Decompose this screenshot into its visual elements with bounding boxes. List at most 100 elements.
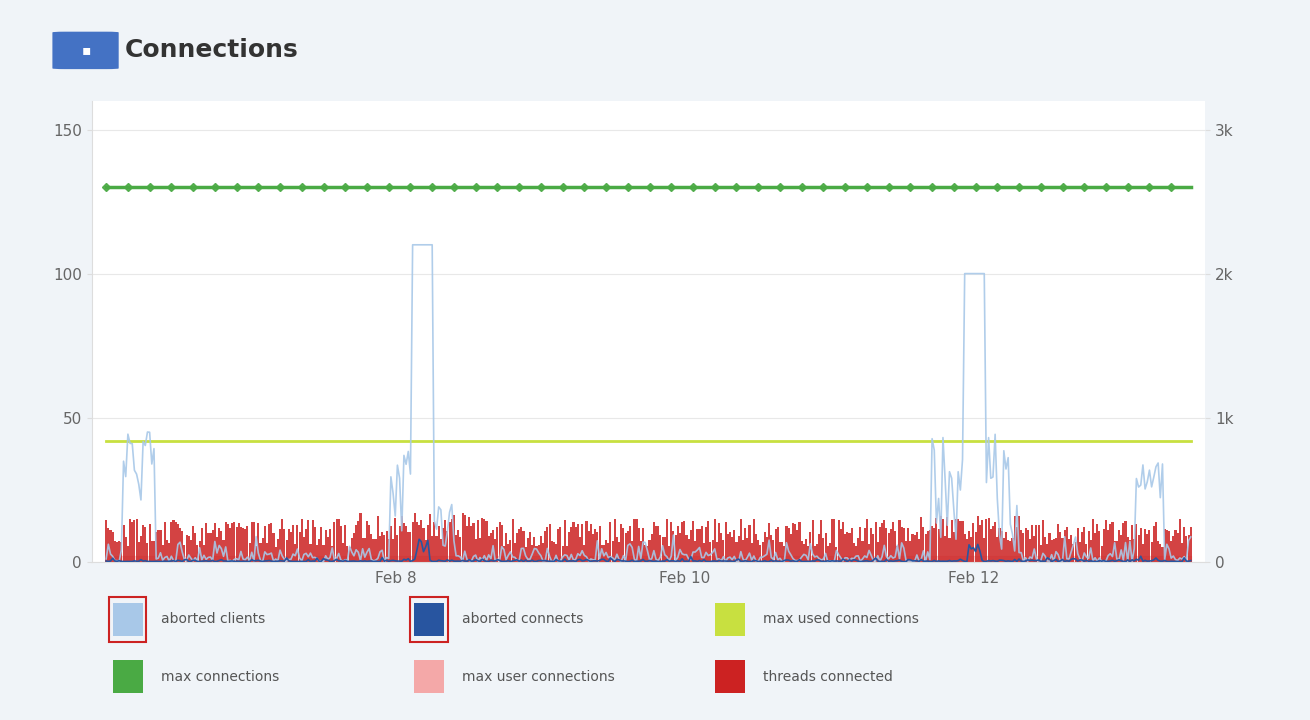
- Bar: [1136, 523, 1137, 562]
- Bar: [244, 529, 246, 562]
- Bar: [694, 541, 696, 562]
- Bar: [557, 529, 559, 562]
- Bar: [658, 526, 659, 562]
- Bar: [576, 524, 579, 562]
- Bar: [359, 513, 362, 562]
- Bar: [722, 540, 724, 562]
- Bar: [286, 540, 288, 562]
- Bar: [424, 540, 427, 562]
- Bar: [1073, 544, 1074, 562]
- Bar: [173, 520, 174, 562]
- Bar: [734, 530, 735, 562]
- Bar: [671, 522, 672, 562]
- Bar: [464, 515, 466, 562]
- Bar: [242, 528, 244, 562]
- Bar: [477, 520, 479, 562]
- Bar: [1018, 516, 1020, 562]
- Bar: [466, 526, 468, 562]
- Bar: [909, 541, 912, 562]
- Bar: [451, 518, 453, 562]
- Bar: [705, 526, 707, 562]
- Bar: [1060, 531, 1061, 562]
- Bar: [377, 516, 379, 562]
- Bar: [206, 523, 207, 562]
- Bar: [575, 526, 576, 562]
- Bar: [295, 544, 296, 562]
- Bar: [160, 531, 161, 562]
- Bar: [659, 535, 662, 562]
- Bar: [859, 527, 862, 562]
- Bar: [368, 525, 371, 562]
- Bar: [1020, 530, 1022, 562]
- Bar: [863, 528, 866, 562]
- Bar: [1002, 538, 1005, 562]
- Bar: [507, 544, 510, 562]
- Bar: [510, 540, 511, 562]
- Bar: [392, 539, 394, 562]
- Text: max used connections: max used connections: [764, 613, 920, 626]
- Text: aborted connects: aborted connects: [462, 613, 583, 626]
- Bar: [804, 539, 807, 562]
- Bar: [879, 527, 880, 562]
- Bar: [883, 520, 886, 562]
- Bar: [460, 537, 461, 562]
- Bar: [440, 539, 441, 562]
- Bar: [929, 530, 931, 562]
- Bar: [441, 528, 444, 562]
- Bar: [811, 521, 814, 562]
- FancyBboxPatch shape: [113, 660, 143, 693]
- Bar: [196, 545, 199, 562]
- Bar: [496, 527, 498, 562]
- Bar: [1155, 522, 1157, 562]
- Bar: [857, 539, 859, 562]
- Bar: [592, 534, 593, 562]
- Bar: [773, 540, 774, 562]
- Bar: [144, 527, 147, 562]
- FancyBboxPatch shape: [414, 603, 444, 636]
- Bar: [579, 537, 582, 562]
- Bar: [664, 536, 665, 562]
- Bar: [994, 521, 996, 562]
- Text: max connections: max connections: [161, 670, 279, 683]
- Bar: [490, 534, 493, 562]
- Bar: [493, 530, 494, 562]
- Bar: [997, 537, 998, 562]
- Bar: [608, 543, 609, 562]
- Bar: [352, 533, 355, 562]
- Bar: [829, 543, 831, 562]
- Bar: [255, 546, 257, 562]
- Bar: [892, 522, 893, 562]
- Bar: [203, 545, 204, 562]
- Text: aborted clients: aborted clients: [161, 613, 265, 626]
- Bar: [1090, 540, 1091, 562]
- Bar: [620, 524, 622, 562]
- Bar: [279, 529, 282, 562]
- Bar: [698, 529, 701, 562]
- Bar: [470, 526, 473, 562]
- Bar: [958, 519, 959, 562]
- Bar: [114, 541, 115, 562]
- Bar: [590, 523, 592, 562]
- Bar: [550, 541, 553, 562]
- Bar: [461, 513, 464, 562]
- Bar: [351, 538, 352, 562]
- Bar: [257, 523, 259, 562]
- Bar: [601, 545, 603, 562]
- Bar: [827, 546, 829, 562]
- Bar: [417, 523, 418, 562]
- Bar: [638, 528, 639, 562]
- Bar: [939, 516, 942, 562]
- Bar: [777, 527, 779, 562]
- Bar: [764, 532, 766, 562]
- Bar: [473, 523, 474, 562]
- Bar: [1096, 524, 1098, 562]
- Bar: [831, 519, 833, 562]
- Bar: [926, 531, 929, 562]
- Bar: [151, 541, 153, 562]
- Bar: [692, 521, 694, 562]
- Bar: [1098, 531, 1100, 562]
- Bar: [810, 532, 811, 562]
- Bar: [648, 540, 651, 562]
- Bar: [946, 517, 948, 562]
- Bar: [639, 541, 642, 562]
